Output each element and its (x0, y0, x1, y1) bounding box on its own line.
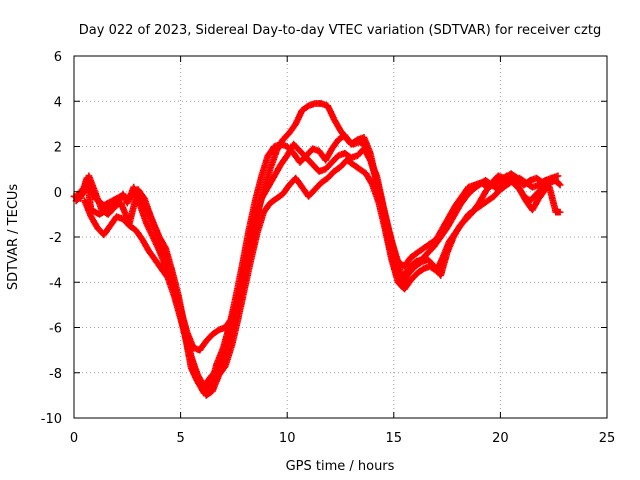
data-points (70, 100, 564, 399)
chart-title: Day 022 of 2023, Sidereal Day-to-day VTE… (79, 23, 601, 38)
y-tick-label: -4 (49, 276, 62, 291)
y-tick-label: -8 (49, 367, 62, 382)
y-axis-label: SDTVAR / TECUs (6, 184, 21, 291)
x-tick-label: 20 (492, 431, 509, 446)
y-tick-label: 2 (54, 141, 62, 156)
y-tick-label: -10 (41, 412, 62, 427)
y-tick-label: 4 (54, 95, 62, 110)
axis-ticks: 0 5 10 15 20 25 -10 -8 -6 -4 -2 0 2 4 6 (41, 50, 616, 446)
data-point (556, 208, 564, 216)
data-point (554, 172, 562, 180)
x-tick-label: 0 (70, 431, 78, 446)
y-tick-label: 0 (54, 186, 62, 201)
y-tick-label: -2 (49, 231, 62, 246)
grid (74, 56, 607, 418)
x-tick-label: 25 (599, 431, 616, 446)
y-tick-label: 6 (54, 50, 62, 65)
series-track-d (72, 131, 564, 397)
data-point (554, 179, 562, 187)
x-tick-label: 10 (279, 431, 296, 446)
x-axis-label: GPS time / hours (286, 459, 395, 474)
y-tick-label: -6 (49, 322, 62, 337)
x-tick-label: 15 (386, 431, 403, 446)
x-tick-label: 5 (176, 431, 184, 446)
